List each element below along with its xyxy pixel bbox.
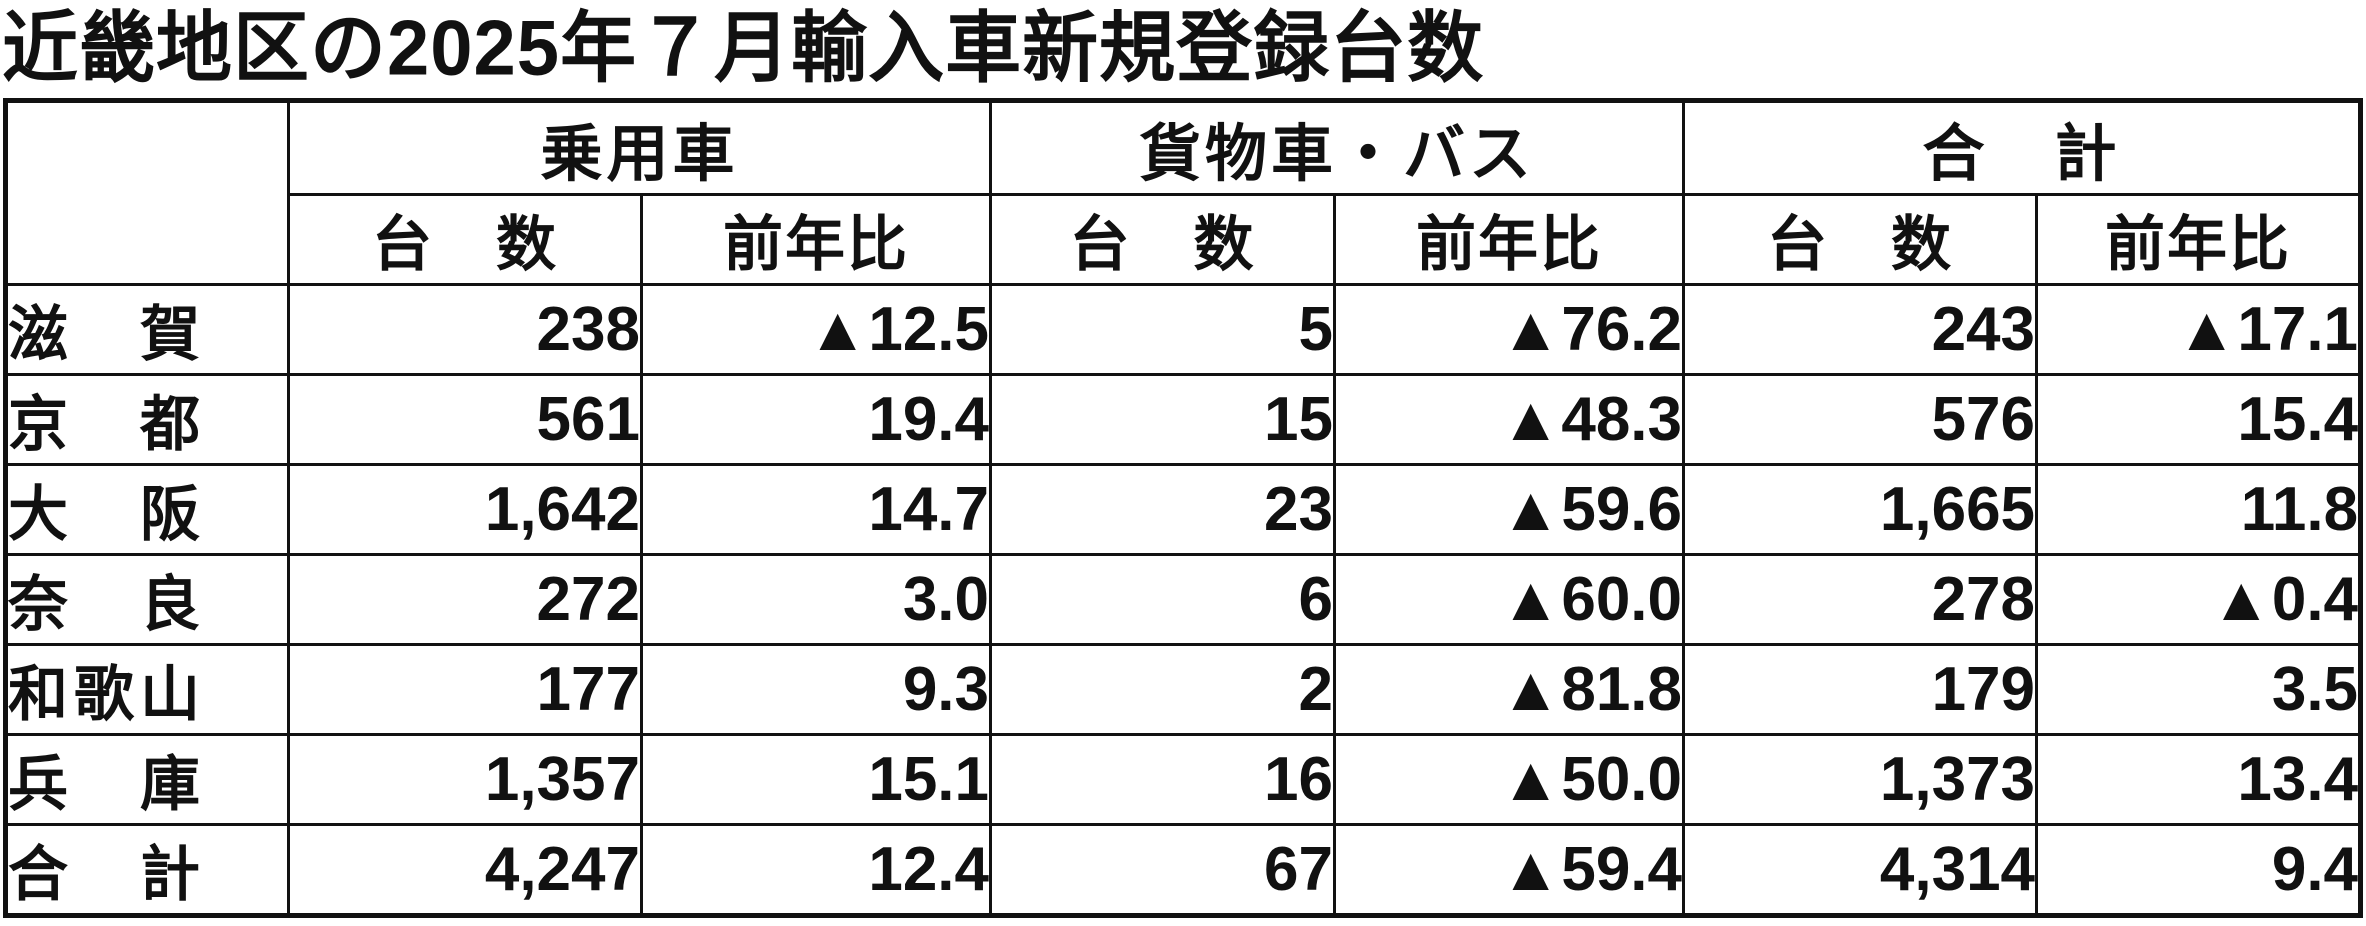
data-cell: 1,357: [287, 733, 643, 826]
data-cell: 576: [1682, 373, 2039, 466]
table-row-osaka: 大 阪 1,642 14.7 23 ▲59.6 1,665 11.8: [4, 463, 2363, 556]
prefecture-label: 大 阪: [4, 463, 290, 556]
data-cell: 3.0: [639, 553, 993, 646]
data-cell: 4,314: [1682, 823, 2039, 917]
data-cell: 179: [1682, 643, 2039, 736]
prefecture-label: 奈 良: [4, 553, 290, 646]
data-cell: 19.4: [639, 373, 993, 466]
prefecture-label: 兵 庫: [4, 733, 290, 826]
data-cell: 1,642: [287, 463, 643, 556]
registration-stats-table: 乗用車 貨物車・バス 合 計 台 数 前年比 台 数 前年比 台 数 前年比 滋…: [3, 98, 2364, 918]
data-cell: 272: [287, 553, 643, 646]
data-cell: 11.8: [2035, 463, 2363, 556]
data-cell: ▲59.4: [1333, 823, 1686, 917]
table-row-wakayama: 和歌山 177 9.3 2 ▲81.8 179 3.5: [4, 643, 2363, 736]
data-cell: 278: [1682, 553, 2039, 646]
data-cell: ▲17.1: [2035, 283, 2363, 376]
prefecture-label: 京 都: [4, 373, 290, 466]
data-cell: 177: [287, 643, 643, 736]
data-cell: ▲81.8: [1333, 643, 1686, 736]
data-cell: 1,665: [1682, 463, 2039, 556]
data-cell: 9.4: [2035, 823, 2363, 917]
group-header-total: 合 計: [1682, 99, 2363, 196]
data-cell: 1,373: [1682, 733, 2039, 826]
data-cell: ▲59.6: [1333, 463, 1686, 556]
data-cell: 238: [287, 283, 643, 376]
table-row-nara: 奈 良 272 3.0 6 ▲60.0 278 ▲0.4: [4, 553, 2363, 646]
data-cell: 23: [989, 463, 1337, 556]
header-sub-row: 台 数 前年比 台 数 前年比 台 数 前年比: [6, 193, 2363, 286]
subheader-cargo-units: 台 数: [989, 193, 1337, 286]
header-group-row: 乗用車 貨物車・バス 合 計: [4, 99, 2363, 286]
data-cell: 13.4: [2035, 733, 2363, 826]
prefecture-label: 滋 賀: [4, 283, 290, 376]
table-row-hyogo: 兵 庫 1,357 15.1 16 ▲50.0 1,373 13.4: [4, 733, 2363, 826]
data-cell: 2: [989, 643, 1337, 736]
data-cell: ▲76.2: [1333, 283, 1686, 376]
subheader-passenger-yoy: 前年比: [639, 193, 993, 286]
data-cell: ▲0.4: [2035, 553, 2363, 646]
data-cell: 5: [989, 283, 1337, 376]
table-row-kyoto: 京 都 561 19.4 15 ▲48.3 576 15.4: [4, 373, 2363, 466]
prefecture-label: 和歌山: [4, 643, 290, 736]
group-header-passenger: 乗用車: [286, 99, 993, 196]
data-cell: 3.5: [2035, 643, 2363, 736]
data-cell: 6: [989, 553, 1337, 646]
page-title: 近畿地区の2025年７月輸入車新規登録台数: [2, 5, 1485, 92]
subheader-cargo-yoy: 前年比: [1333, 193, 1686, 286]
data-cell: 14.7: [639, 463, 993, 556]
data-cell: ▲12.5: [639, 283, 993, 376]
data-cell: ▲60.0: [1333, 553, 1686, 646]
corner-blank-cell: [4, 99, 290, 286]
table-row-total: 合 計 4,247 12.4 67 ▲59.4 4,314 9.4: [4, 823, 2363, 917]
group-header-cargo-bus: 貨物車・バス: [989, 99, 1686, 196]
data-cell: 15: [989, 373, 1337, 466]
data-cell: 12.4: [639, 823, 993, 917]
data-cell: 15.1: [639, 733, 993, 826]
subheader-passenger-units: 台 数: [287, 193, 643, 286]
table-row-shiga: 滋 賀 238 ▲12.5 5 ▲76.2 243 ▲17.1: [4, 283, 2363, 376]
data-cell: ▲50.0: [1333, 733, 1686, 826]
data-cell: ▲48.3: [1333, 373, 1686, 466]
subheader-total-units: 台 数: [1682, 193, 2039, 286]
data-cell: 561: [287, 373, 643, 466]
total-row-label: 合 計: [4, 823, 290, 917]
data-cell: 15.4: [2035, 373, 2363, 466]
data-cell: 67: [989, 823, 1337, 917]
data-cell: 9.3: [639, 643, 993, 736]
data-cell: 16: [989, 733, 1337, 826]
data-cell: 243: [1682, 283, 2039, 376]
subheader-total-yoy: 前年比: [2035, 193, 2363, 286]
data-cell: 4,247: [287, 823, 643, 917]
